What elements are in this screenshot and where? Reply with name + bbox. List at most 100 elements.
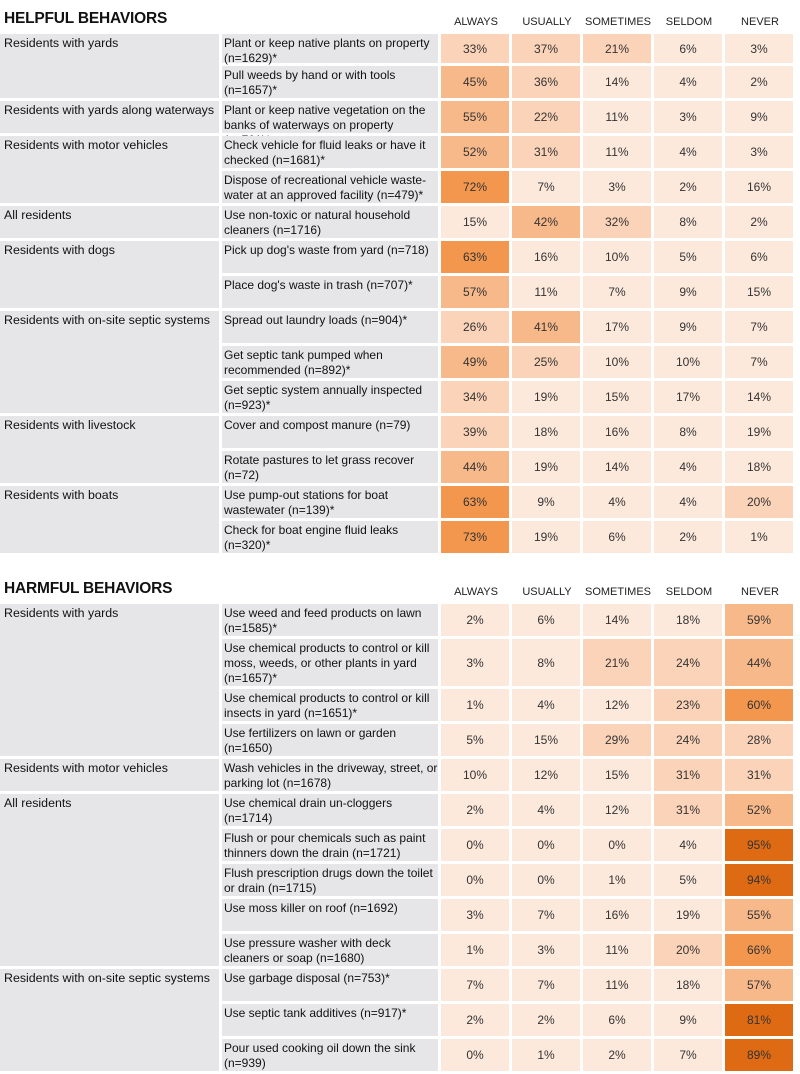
value-cell-usually: 19% [512,451,580,483]
value-cell-sometimes: 11% [583,136,651,168]
behavior-label: Check vehicle for fluid leaks or have it… [222,136,438,168]
value-cell-seldom: 6% [654,34,722,63]
value-cell-sometimes: 15% [583,381,651,413]
value-cell-never: 9% [725,101,793,133]
behavior-label: Place dog's waste in trash (n=707)* [222,276,438,308]
value-cell-seldom: 31% [654,794,722,826]
value-cell-seldom: 24% [654,639,722,686]
value-cell-seldom: 4% [654,66,722,98]
col-head-never: NEVER [741,16,779,28]
value-cell-always: 73% [441,521,509,553]
table-row: Wash vehicles in the driveway, street, o… [222,759,793,791]
behavior-label: Plant or keep native vegetation on the b… [222,101,438,147]
group-rows: Cover and compost manure (n=79) 39% 18% 16%… [222,416,793,483]
value-cell-seldom: 2% [654,171,722,203]
table-row: Check vehicle for fluid leaks or have it… [222,136,793,168]
value-cell-never: 2% [725,206,793,238]
table-row: Pick up dog's waste from yard (n=718) 63%… [222,241,793,273]
behavior-label: Use non-toxic or natural household clean… [222,206,438,238]
behavior-label: Pull weeds by hand or with tools (n=1657… [222,66,438,98]
col-head-always: ALWAYS [454,16,498,28]
value-cell-never: 89% [725,1039,793,1071]
value-cell-seldom: 3% [654,101,722,133]
value-cell-never: 94% [725,864,793,896]
behavior-label: Dispose of recreational vehicle waste-wa… [222,171,438,203]
table-row: Use septic tank additives (n=917)* 2% 2% 6%… [222,1004,793,1036]
behavior-label: Get septic system annually inspected (n=… [222,381,438,413]
table-row: Use garbage disposal (n=753)* 7% 7% 11% 18% 5… [222,969,793,1001]
value-cell-usually: 41% [512,311,580,343]
table-row: Get septic tank pumped when recommended … [222,346,793,378]
value-cell-sometimes: 21% [583,34,651,63]
row-group: All residents Use non-toxic or natural ho… [0,206,800,238]
table-row: Plant or keep native vegetation on the b… [222,101,793,147]
value-cell-sometimes: 14% [583,604,651,636]
helpful-behaviors-section: HELPFUL BEHAVIORS ALWAYS USUALLY SOMETIM… [0,0,800,553]
behavior-label: Use chemical drain un-cloggers (n=1714) [222,794,438,826]
value-cell-seldom: 8% [654,206,722,238]
value-cell-never: 28% [725,724,793,756]
group-rows: Check vehicle for fluid leaks or have it… [222,136,793,203]
table-row: Use fertilizers on lawn or garden (n=165… [222,724,793,756]
table-row: Use chemical products to control or kill… [222,689,793,721]
row-group: Residents with boats Use pump-out station… [0,486,800,553]
group-rows: Use pump-out stations for boat wastewate… [222,486,793,553]
value-cell-never: 31% [725,759,793,791]
group-rows: Pick up dog's waste from yard (n=718) 63%… [222,241,793,308]
group-label: Residents with boats [0,486,219,553]
col-head-seldom: SELDOM [665,586,713,598]
table-row: Flush prescription drugs down the toilet… [222,864,793,896]
group-label: Residents with motor vehicles [0,136,219,203]
row-group: Residents with dogs Pick up dog's waste f… [0,241,800,308]
value-cell-sometimes: 16% [583,899,651,931]
behavior-label: Pick up dog's waste from yard (n=718) [222,241,438,273]
table-row: Place dog's waste in trash (n=707)* 57% 11… [222,276,793,308]
value-cell-sometimes: 10% [583,346,651,378]
row-group: Residents with motor vehicles Wash vehicl… [0,759,800,791]
value-cell-sometimes: 15% [583,759,651,791]
value-cell-sometimes: 6% [583,521,651,553]
value-cell-usually: 0% [512,864,580,896]
value-cell-usually: 36% [512,66,580,98]
group-rows: Spread out laundry loads (n=904)* 26% 41% 1… [222,311,793,413]
table-row: Use chemical products to control or kill… [222,639,793,686]
row-group: Residents with yards Plant or keep native… [0,34,800,98]
value-cell-never: 66% [725,934,793,966]
harmful-title: HARMFUL BEHAVIORS [4,580,173,597]
value-cell-never: 95% [725,829,793,861]
col-head-never: NEVER [741,586,779,598]
value-cell-sometimes: 12% [583,689,651,721]
helpful-header: HELPFUL BEHAVIORS ALWAYS USUALLY SOMETIM… [0,0,800,34]
group-label: Residents with yards [0,34,219,98]
group-rows: Use weed and feed products on lawn (n=15… [222,604,793,756]
value-cell-usually: 31% [512,136,580,168]
value-cell-always: 72% [441,171,509,203]
behavior-label: Flush prescription drugs down the toilet… [222,864,438,896]
value-cell-always: 33% [441,34,509,63]
value-cell-usually: 19% [512,521,580,553]
behavior-label: Use pump-out stations for boat wastewate… [222,486,438,518]
value-cell-sometimes: 6% [583,1004,651,1036]
value-cell-always: 63% [441,486,509,518]
value-cell-always: 26% [441,311,509,343]
value-cell-never: 2% [725,66,793,98]
group-label: Residents with on-site septic systems [0,311,219,413]
value-cell-always: 0% [441,1039,509,1071]
row-group: Residents with on-site septic systems Spr… [0,311,800,413]
value-cell-sometimes: 0% [583,829,651,861]
behavior-label: Pour used cooking oil down the sink (n=9… [222,1039,438,1071]
value-cell-seldom: 4% [654,486,722,518]
value-cell-sometimes: 29% [583,724,651,756]
value-cell-always: 34% [441,381,509,413]
col-head-sometimes: SOMETIMES [584,586,651,598]
group-rows: Use garbage disposal (n=753)* 7% 7% 11% 18% 5… [222,969,793,1071]
value-cell-usually: 9% [512,486,580,518]
group-label: Residents with motor vehicles [0,759,219,791]
value-cell-seldom: 5% [654,241,722,273]
value-cell-never: 14% [725,381,793,413]
value-cell-never: 7% [725,346,793,378]
value-cell-seldom: 9% [654,311,722,343]
table-row: Flush or pour chemicals such as paint th… [222,829,793,861]
harmful-header: HARMFUL BEHAVIORS ALWAYS USUALLY SOMETIM… [0,570,800,604]
value-cell-sometimes: 4% [583,486,651,518]
